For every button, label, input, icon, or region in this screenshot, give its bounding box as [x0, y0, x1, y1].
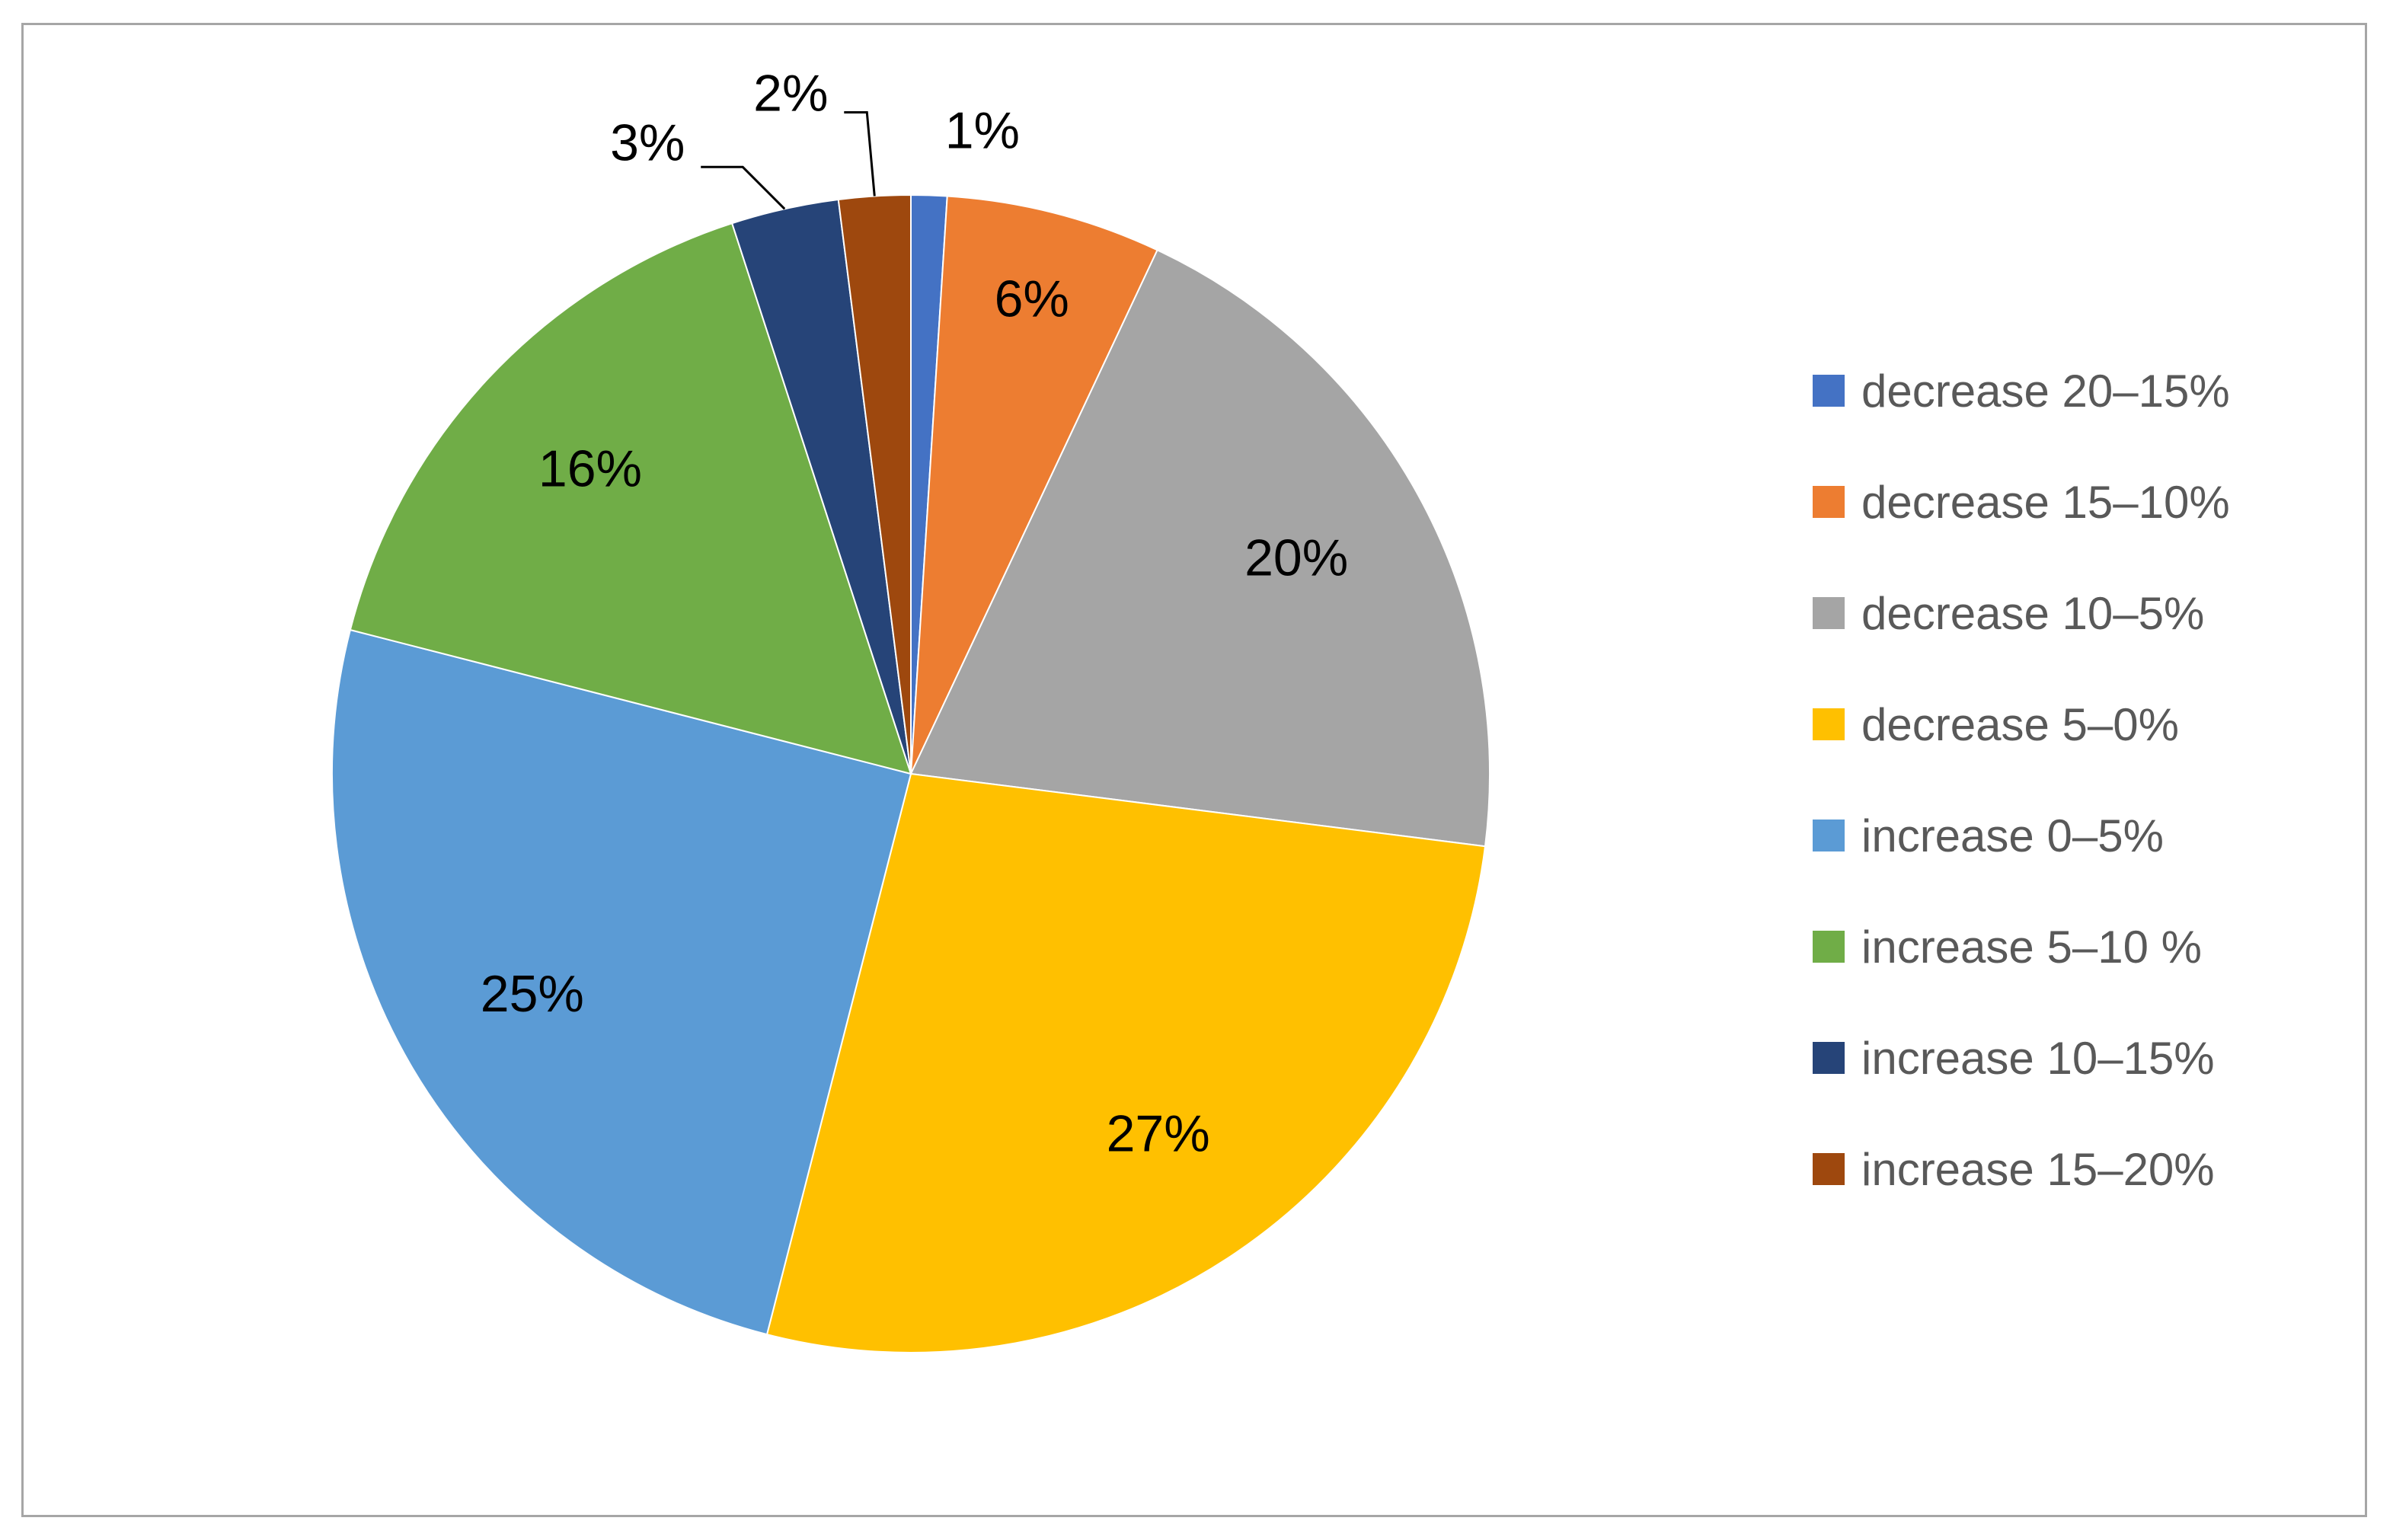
legend-label: decrease 10–5% [1861, 587, 2205, 639]
pie-slice-3 [909, 248, 1490, 848]
legend-label: decrease 5–0% [1861, 698, 2179, 750]
slice-label-5: 25% [481, 965, 584, 1023]
legend-item: decrease 15–10% [1813, 446, 2230, 558]
leader-line-7 [701, 165, 786, 210]
slice-labels: 1% 6% 20% 27% 25% 16% 3% 2% [481, 64, 1348, 1162]
legend-swatch [1813, 375, 1845, 407]
legend-label: increase 10–15% [1861, 1032, 2215, 1084]
legend-item: increase 5–10 % [1813, 891, 2230, 1002]
slice-label-2: 6% [995, 270, 1069, 328]
leader-lines [701, 110, 876, 210]
legend-item: increase 10–15% [1813, 1002, 2230, 1113]
slice-label-4: 27% [1107, 1105, 1210, 1163]
legend-label: decrease 20–15% [1861, 365, 2230, 417]
legend-swatch [1813, 820, 1845, 851]
pie-slice-8 [837, 193, 912, 775]
legend-swatch [1813, 1042, 1845, 1074]
leader-line-8 [844, 110, 876, 196]
pie-slice-2 [910, 195, 1158, 775]
slice-label-7: 3% [610, 113, 685, 171]
slice-label-3: 20% [1244, 529, 1348, 587]
slice-label-8: 2% [753, 64, 828, 122]
legend-item: decrease 10–5% [1813, 558, 2230, 669]
legend-label: increase 5–10 % [1861, 921, 2202, 973]
legend-label: increase 0–5% [1861, 810, 2164, 861]
legend-label: increase 15–20% [1861, 1143, 2215, 1195]
legend: decrease 20–15% decrease 15–10% decrease 1… [1813, 335, 2230, 1225]
pie-slice-4 [765, 772, 1487, 1353]
legend-item: decrease 20–15% [1813, 335, 2230, 446]
slice-label-6: 16% [538, 440, 642, 498]
legend-label: decrease 15–10% [1861, 476, 2230, 528]
legend-item: increase 0–5% [1813, 780, 2230, 891]
legend-swatch [1813, 486, 1845, 518]
legend-swatch [1813, 597, 1845, 629]
legend-item: increase 15–20% [1813, 1113, 2230, 1225]
legend-swatch [1813, 708, 1845, 740]
slice-label-1: 1% [945, 101, 1020, 159]
pie-slice-6 [349, 222, 912, 775]
legend-swatch [1813, 1153, 1845, 1185]
pie-slice-5 [331, 628, 912, 1336]
legend-swatch [1813, 931, 1845, 963]
legend-item: decrease 5–0% [1813, 669, 2230, 780]
pie-slices [331, 193, 1490, 1353]
